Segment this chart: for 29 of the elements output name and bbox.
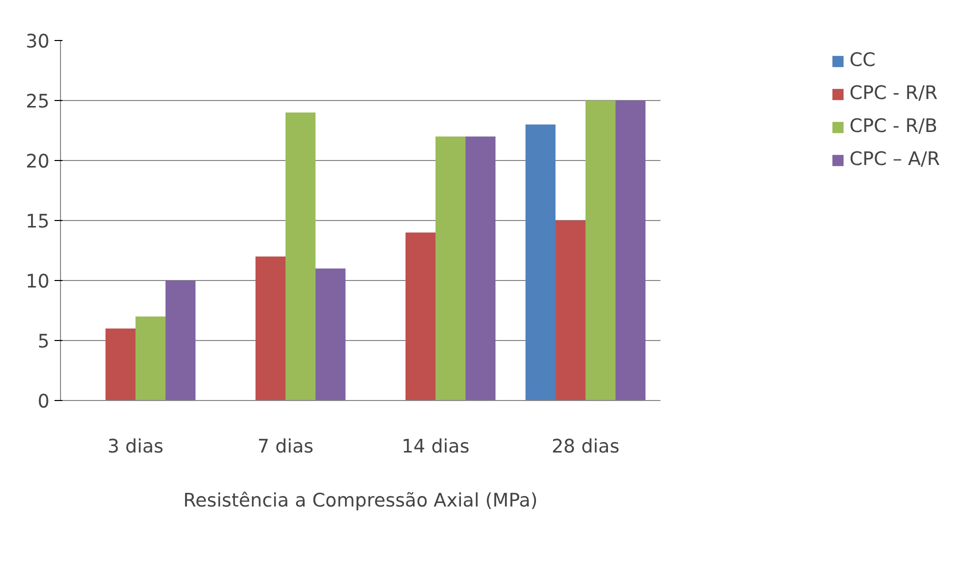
bar: [286, 112, 316, 400]
legend-label: CPC – A/R: [849, 149, 940, 170]
bar: [526, 124, 556, 400]
legend-label: CPC - R/B: [849, 116, 938, 137]
bar: [136, 316, 166, 400]
y-tick-label: 15: [26, 212, 50, 232]
x-tick-label: 3 dias: [108, 436, 164, 458]
x-tick-label: 14 dias: [402, 436, 470, 458]
y-tick-label: 25: [26, 92, 50, 112]
legend-label: CPC - R/R: [849, 83, 938, 104]
bar: [256, 256, 286, 400]
y-tick-label: 5: [38, 332, 50, 352]
bar: [166, 280, 196, 400]
bar: [466, 136, 496, 400]
bar: [106, 328, 136, 400]
bar: [616, 100, 646, 400]
x-tick-label: 7 dias: [258, 436, 314, 458]
x-tick-label: 28 dias: [552, 436, 620, 458]
bar: [316, 268, 346, 400]
x-axis-title: Resistência a Compressão Axial (MPa): [183, 490, 538, 512]
legend-label: CC: [849, 50, 876, 71]
bar: [406, 232, 436, 400]
y-tick-label: 10: [26, 272, 50, 292]
bar: [436, 136, 466, 400]
y-tick-label: 20: [26, 152, 50, 172]
bar: [586, 100, 616, 400]
bar: [556, 220, 586, 400]
y-tick-label: 0: [38, 392, 50, 412]
y-tick-label: 30: [26, 32, 50, 52]
